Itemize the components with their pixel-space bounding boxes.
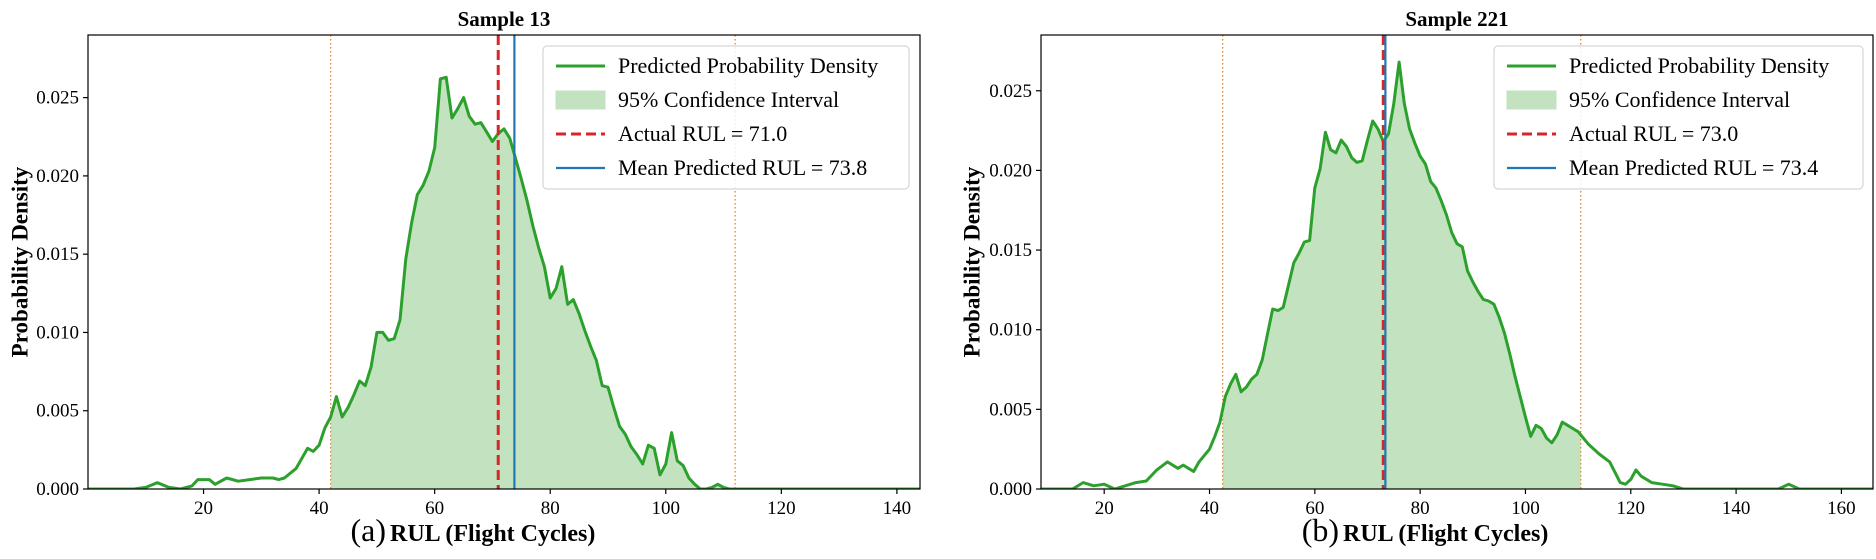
x-tick-label: 40 <box>1200 498 1219 519</box>
y-tick-label: 0.020 <box>36 166 79 187</box>
y-tick-label: 0.020 <box>989 160 1032 181</box>
legend-ci-swatch <box>1506 90 1557 110</box>
x-tick-label: 140 <box>883 498 912 519</box>
density-line <box>88 75 920 489</box>
y-tick-label: 0.005 <box>36 401 79 422</box>
legend-label-density: Predicted Probability Density <box>1569 53 1829 78</box>
y-tick-label: 0.015 <box>36 244 79 265</box>
legend-label-actual: Actual RUL = 71.0 <box>618 121 787 146</box>
x-tick-label: 120 <box>767 498 796 519</box>
y-tick-label: 0.000 <box>989 479 1032 500</box>
x-tick-label: 160 <box>1827 498 1856 519</box>
legend-box <box>1493 45 1864 190</box>
legend: Predicted Probability Density 95% Confide… <box>542 45 910 190</box>
legend-ci-swatch <box>555 90 606 110</box>
chart-title: Sample 221 <box>1405 7 1508 31</box>
axes-frame <box>87 34 921 490</box>
panel-label: (b) <box>1302 512 1339 548</box>
y-tick-label: 0.010 <box>36 322 79 343</box>
x-tick-label: 100 <box>1511 498 1540 519</box>
y-tick-label: 0.025 <box>36 88 79 109</box>
chart-title: Sample 13 <box>458 7 551 31</box>
x-tick-label: 20 <box>1095 498 1114 519</box>
y-tick-label: 0.000 <box>36 479 79 500</box>
legend-label-density: Predicted Probability Density <box>618 53 878 78</box>
legend-label-mean: Mean Predicted RUL = 73.8 <box>618 155 867 180</box>
legend-label-actual: Actual RUL = 73.0 <box>1569 121 1738 146</box>
x-tick-label: 140 <box>1722 498 1751 519</box>
y-axis-label: Probability Density <box>959 166 984 357</box>
confidence-interval-area <box>1222 62 1581 489</box>
plot-area <box>88 35 920 489</box>
x-tick-label: 80 <box>541 498 560 519</box>
y-tick-label: 0.025 <box>989 81 1032 102</box>
legend-label-ci: 95% Confidence Interval <box>618 87 839 112</box>
density-line <box>1041 60 1873 489</box>
y-tick-label: 0.005 <box>989 399 1032 420</box>
y-tick-label: 0.010 <box>989 320 1032 341</box>
x-axis-label: RUL (Flight Cycles) <box>1343 521 1548 547</box>
y-axis-label: Probability Density <box>7 166 32 357</box>
x-tick-label: 80 <box>1411 498 1430 519</box>
legend-label-ci: 95% Confidence Interval <box>1569 87 1790 112</box>
plot-area <box>1041 35 1873 489</box>
panel-label: (a) <box>350 512 386 548</box>
legend: Predicted Probability Density 95% Confide… <box>1493 45 1864 190</box>
x-tick-label: 20 <box>194 498 213 519</box>
x-tick-label: 100 <box>652 498 681 519</box>
confidence-interval-area <box>330 77 736 489</box>
x-axis-label: RUL (Flight Cycles) <box>390 521 595 547</box>
x-tick-label: 120 <box>1617 498 1646 519</box>
x-tick-label: 60 <box>1305 498 1324 519</box>
axes-frame <box>1040 34 1874 490</box>
x-tick-label: 40 <box>310 498 329 519</box>
panel-b: 20 40 60 80 100 120 140 160 0.000 0.005 0.010 0.015… <box>959 7 1874 548</box>
legend-box <box>542 45 910 190</box>
panel-a: 20 40 60 80 100 120 140 0.000 0.005 0.010 0.015 0.0… <box>7 7 921 548</box>
x-tick-label: 60 <box>425 498 444 519</box>
y-tick-label: 0.015 <box>989 240 1032 261</box>
legend-label-mean: Mean Predicted RUL = 73.4 <box>1569 155 1818 180</box>
